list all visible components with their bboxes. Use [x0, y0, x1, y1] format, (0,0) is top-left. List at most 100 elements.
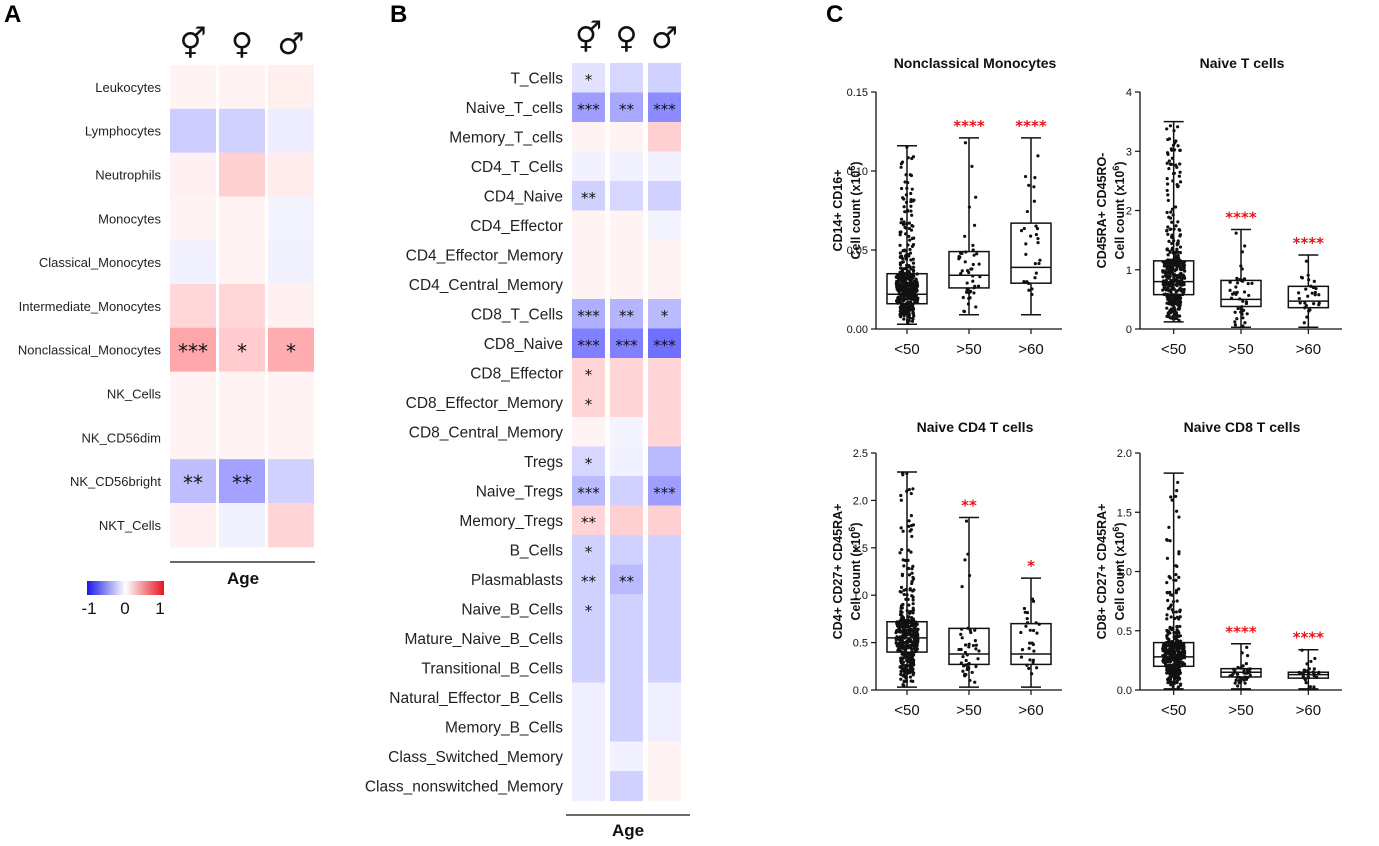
data-point: [963, 643, 968, 647]
data-point: [906, 632, 910, 636]
data-point: [1242, 668, 1246, 673]
data-point: [1037, 261, 1041, 266]
heatmap-cell: [610, 328, 643, 359]
box-iqr: [1010, 222, 1052, 284]
significance-stars: **: [619, 572, 635, 590]
data-point: [1165, 556, 1170, 560]
row-label: Naive_B_Cells: [461, 601, 563, 618]
heatmap-cell: [648, 594, 681, 625]
heatmap-cell: [610, 181, 643, 212]
panel-label-b: B: [390, 1, 407, 28]
heatmap-cell: [572, 505, 605, 536]
data-point: [909, 514, 913, 518]
data-point: [907, 670, 912, 674]
data-point: [899, 677, 903, 681]
data-point: [909, 640, 914, 644]
data-point: [964, 673, 968, 677]
data-point: [1302, 321, 1306, 325]
heatmap-cell: [572, 269, 605, 300]
data-point: [901, 558, 905, 562]
data-point: [1165, 668, 1169, 672]
data-point: [904, 625, 908, 629]
data-point: [1177, 617, 1181, 621]
data-point: [1297, 291, 1301, 295]
data-point: [908, 173, 912, 177]
data-point: [1032, 199, 1036, 203]
data-point: [1304, 303, 1308, 308]
data-point: [909, 623, 914, 627]
x-tick-label: >60: [1296, 341, 1321, 358]
data-point: [1178, 314, 1182, 318]
data-point: [1172, 263, 1176, 267]
data-point: [965, 288, 969, 292]
y-tick-label: 1.0: [1117, 567, 1132, 579]
data-point: [1243, 244, 1247, 248]
data-point: [911, 317, 915, 321]
heatmap-cell: [610, 92, 643, 123]
data-point: [914, 282, 918, 287]
data-point: [1177, 515, 1181, 519]
data-point: [1304, 259, 1308, 263]
data-point: [1031, 599, 1036, 603]
data-point: [1233, 310, 1237, 314]
data-point: [903, 634, 907, 638]
data-point: [1178, 273, 1182, 277]
heatmap-cell: [610, 151, 643, 182]
data-point: [1247, 293, 1251, 298]
x-tick-label: >60: [1018, 341, 1043, 358]
data-point: [900, 652, 904, 656]
data-point: [1298, 301, 1302, 305]
data-point: [1241, 299, 1245, 303]
data-point: [901, 602, 905, 607]
significance-label: ****: [953, 117, 985, 135]
data-point: [910, 236, 914, 241]
data-point: [907, 615, 911, 619]
data-point: [911, 628, 916, 632]
row-label: NK_CD56bright: [70, 474, 161, 489]
data-point: [911, 487, 915, 491]
data-point: [910, 581, 914, 586]
data-point: [1182, 276, 1187, 280]
data-point: [975, 252, 979, 256]
data-point: [1165, 267, 1169, 271]
data-point: [1178, 282, 1182, 287]
data-point: [895, 300, 899, 304]
data-point: [961, 655, 965, 659]
data-point: [1181, 268, 1186, 272]
heatmap-cell: [610, 771, 643, 802]
data-point: [972, 253, 976, 257]
row-label: Naive_Tregs: [476, 483, 564, 500]
data-point: [1317, 293, 1321, 297]
row-label: Memory_T_cells: [449, 129, 563, 146]
data-point: [900, 669, 904, 673]
x-tick-label: >50: [1228, 702, 1253, 719]
heatmap-cell: [610, 122, 643, 153]
data-point: [1165, 581, 1169, 585]
panel-label-a: A: [4, 1, 21, 28]
data-point: [959, 647, 963, 652]
data-point: [907, 566, 911, 571]
row-label: T_Cells: [510, 70, 563, 87]
heatmap-cell: [572, 63, 605, 94]
y-tick-label: 1.5: [853, 543, 868, 555]
heatmap-cell: [648, 564, 681, 595]
data-point: [901, 656, 905, 660]
data-point: [1242, 678, 1246, 682]
data-point: [1176, 685, 1180, 689]
chart-title: Nonclassical Monocytes: [894, 55, 1057, 71]
data-point: [1166, 225, 1170, 229]
x-tick-label: >50: [956, 341, 981, 358]
data-point: [1036, 240, 1040, 245]
data-point: [1164, 649, 1168, 653]
data-point: [1248, 673, 1252, 677]
heatmap-cell: [219, 503, 265, 548]
data-point: [1182, 262, 1186, 267]
data-point: [1165, 177, 1169, 181]
data-point: [911, 575, 915, 580]
data-point: [1025, 209, 1029, 214]
data-point: [909, 665, 913, 669]
data-point: [1027, 183, 1031, 187]
data-point: [1168, 647, 1173, 651]
data-point: [1168, 539, 1172, 543]
color-legend: -1 0 1: [81, 581, 165, 618]
